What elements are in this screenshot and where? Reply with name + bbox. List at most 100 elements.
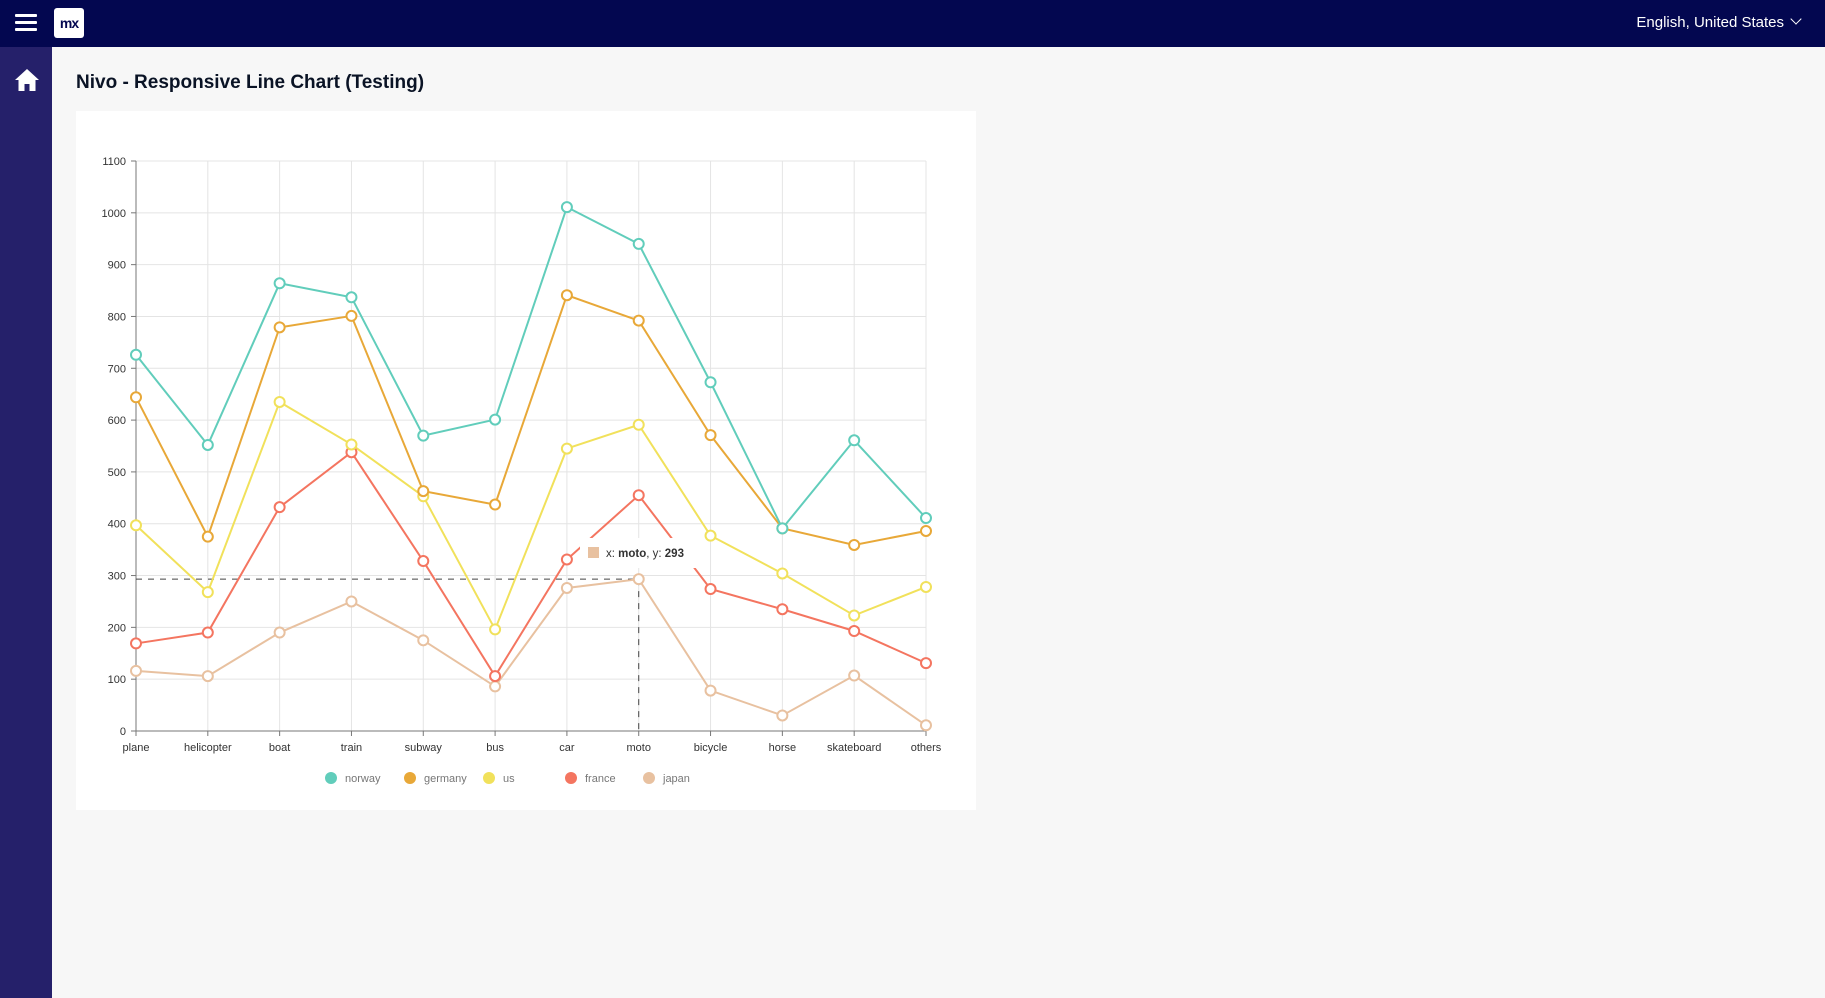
legend-symbol-us [483, 772, 495, 784]
point-france-horse [776, 603, 789, 616]
language-selector[interactable]: English, United States [1636, 13, 1802, 31]
tooltip-box [580, 538, 698, 568]
point-germany-bicycle [704, 429, 717, 442]
legend-label-japan: japan [662, 773, 690, 785]
point-norway-skateboard [848, 434, 861, 447]
point-norway-train [345, 291, 358, 304]
point-germany-boat [273, 321, 286, 334]
series-line-germany [135, 293, 927, 546]
point-france-moto [632, 489, 645, 502]
point-japan-horse [776, 709, 789, 722]
page-title: Nivo - Responsive Line Chart (Testing) [76, 72, 425, 93]
series-line-japan [135, 578, 927, 727]
chart-card: 0 100 200 300 400 500 600 700 800 900 1000 1100 plan… [76, 111, 976, 810]
y-tick-label: 500 [108, 467, 126, 479]
series-line-france [135, 450, 927, 678]
point-us-bicycle [704, 529, 717, 542]
x-tick-label: car [559, 742, 575, 754]
point-japan-bicycle [704, 684, 717, 697]
point-japan-skateboard [848, 669, 861, 682]
point-norway-others [920, 512, 932, 525]
x-tick-label: helicopter [184, 742, 232, 754]
series-line-us [135, 400, 927, 632]
point-norway-helicopter [201, 438, 214, 451]
y-tick-label: 0 [120, 726, 126, 738]
point-us-car [560, 442, 573, 455]
home-icon[interactable] [14, 67, 40, 93]
point-japan-car [560, 581, 573, 594]
y-tick-label: 1000 [102, 208, 126, 220]
point-france-plane [130, 637, 142, 650]
legend-symbol-germany [404, 772, 416, 784]
chart-legend: norway germany us france japan [325, 772, 690, 785]
x-tick-label: bus [486, 742, 504, 754]
language-label: English, United States [1636, 14, 1784, 31]
point-us-boat [273, 395, 286, 408]
legend-label-us: us [503, 773, 515, 785]
point-japan-boat [273, 626, 286, 639]
legend-label-germany: germany [424, 773, 467, 785]
x-tick-label: boat [269, 742, 290, 754]
tooltip-y-value: 293 [665, 548, 684, 560]
legend-symbol-france [565, 772, 577, 784]
point-us-skateboard [848, 609, 861, 622]
point-japan-moto [632, 573, 645, 586]
point-norway-horse [776, 522, 789, 535]
x-tick-label: horse [769, 742, 797, 754]
point-japan-train [345, 595, 358, 608]
point-us-train [345, 438, 358, 451]
point-france-others [920, 657, 932, 670]
legend-label-norway: norway [345, 773, 381, 785]
point-us-plane [130, 519, 142, 532]
point-germany-others [920, 524, 932, 537]
chart-lines [135, 205, 927, 727]
point-japan-helicopter [201, 670, 214, 683]
point-germany-plane [130, 391, 142, 404]
point-japan-subway [417, 634, 430, 647]
point-germany-car [560, 289, 573, 302]
legend-label-france: france [585, 773, 616, 785]
chart-tooltip: x: moto, y: 293 [580, 538, 698, 568]
point-france-car [560, 553, 573, 566]
y-tick-label: 600 [108, 415, 126, 427]
top-bar: mx English, United States [0, 0, 1825, 47]
tooltip-x-value: moto [618, 548, 646, 560]
y-tick-label: 900 [108, 260, 126, 272]
legend-symbol-norway [325, 772, 337, 784]
x-tick-label: plane [123, 742, 150, 754]
point-us-horse [776, 567, 789, 580]
y-tick-label: 200 [108, 622, 126, 634]
y-tick-label: 100 [108, 674, 126, 686]
point-germany-subway [417, 485, 430, 498]
svg-text:x: moto, y: 293: x: moto, y: 293 [606, 548, 684, 560]
series-line-norway [135, 205, 927, 531]
y-tick-label: 300 [108, 571, 126, 583]
line-chart[interactable]: 0 100 200 300 400 500 600 700 800 900 1000 1100 plan… [76, 111, 976, 810]
x-tick-label: others [911, 742, 942, 754]
point-france-skateboard [848, 624, 861, 637]
point-norway-car [560, 201, 573, 214]
point-germany-skateboard [848, 538, 861, 551]
point-norway-bus [489, 413, 502, 426]
point-us-bus [489, 623, 502, 636]
point-norway-subway [417, 429, 430, 442]
point-norway-bicycle [704, 376, 717, 389]
x-tick-label: skateboard [827, 742, 881, 754]
chevron-down-icon [1790, 13, 1802, 25]
point-germany-train [345, 309, 358, 322]
point-france-helicopter [201, 626, 214, 639]
y-tick-label: 1100 [102, 156, 126, 168]
chart-points [130, 201, 932, 732]
point-france-bus [489, 670, 502, 683]
app-logo[interactable]: mx [54, 8, 84, 38]
point-germany-bus [489, 498, 502, 511]
point-japan-plane [130, 664, 142, 677]
point-us-helicopter [201, 586, 214, 599]
x-tick-label: bicycle [694, 742, 728, 754]
crosshair [136, 578, 640, 731]
hamburger-menu-icon[interactable] [15, 13, 37, 33]
x-tick-label: moto [626, 742, 650, 754]
point-japan-bus [489, 680, 502, 693]
y-tick-label: 700 [108, 363, 126, 375]
point-germany-moto [632, 314, 645, 327]
